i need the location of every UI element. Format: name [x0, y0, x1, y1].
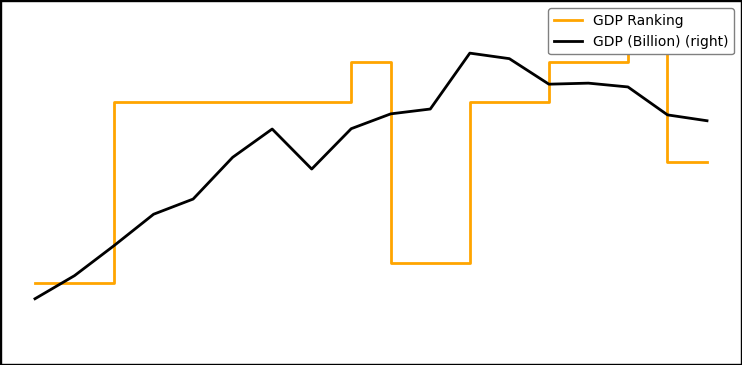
GDP (Billion) (right)	[387, 112, 395, 116]
GDP (Billion) (right)	[465, 51, 474, 55]
GDP Ranking	[703, 160, 712, 165]
GDP Ranking	[584, 59, 593, 64]
GDP (Billion) (right)	[545, 82, 554, 87]
GDP (Billion) (right)	[149, 212, 158, 216]
GDP Ranking	[307, 100, 316, 104]
GDP Ranking	[229, 100, 237, 104]
GDP Ranking	[110, 100, 119, 104]
GDP (Billion) (right)	[110, 243, 119, 248]
GDP (Billion) (right)	[426, 107, 435, 111]
GDP (Billion) (right)	[663, 113, 672, 117]
GDP (Billion) (right)	[703, 119, 712, 123]
GDP (Billion) (right)	[268, 127, 277, 131]
GDP Ranking	[149, 100, 158, 104]
GDP Ranking	[623, 19, 632, 24]
GDP (Billion) (right)	[347, 127, 355, 131]
GDP Ranking	[30, 281, 39, 285]
GDP (Billion) (right)	[307, 167, 316, 171]
GDP (Billion) (right)	[30, 297, 39, 301]
GDP Ranking	[188, 100, 197, 104]
Line: GDP (Billion) (right): GDP (Billion) (right)	[35, 53, 707, 299]
GDP Ranking	[465, 100, 474, 104]
GDP Ranking	[426, 261, 435, 265]
GDP Ranking	[268, 100, 277, 104]
GDP (Billion) (right)	[188, 197, 197, 201]
GDP (Billion) (right)	[584, 81, 593, 85]
GDP Ranking	[347, 59, 355, 64]
GDP Ranking	[387, 261, 395, 265]
GDP (Billion) (right)	[229, 155, 237, 160]
GDP (Billion) (right)	[505, 57, 513, 61]
GDP Ranking	[663, 160, 672, 165]
GDP (Billion) (right)	[70, 273, 79, 278]
GDP (Billion) (right)	[623, 85, 632, 89]
GDP Ranking	[505, 100, 513, 104]
GDP Ranking	[545, 59, 554, 64]
Line: GDP Ranking: GDP Ranking	[35, 22, 707, 283]
Legend: GDP Ranking, GDP (Billion) (right): GDP Ranking, GDP (Billion) (right)	[548, 8, 734, 54]
GDP Ranking	[70, 281, 79, 285]
